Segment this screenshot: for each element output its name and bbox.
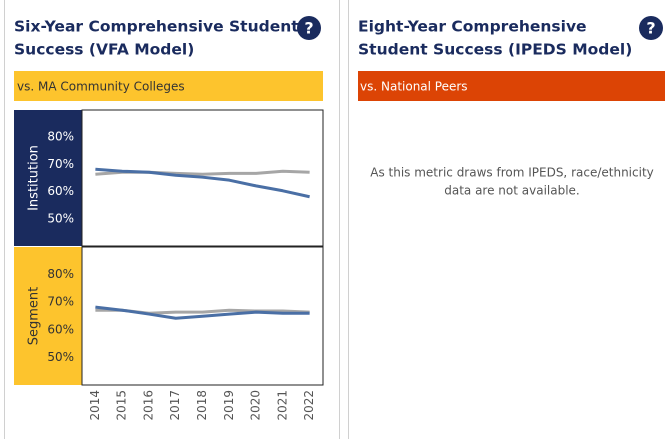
left-title: Success (VFA Model) (14, 41, 194, 59)
message: data are not available. (444, 184, 580, 198)
x-tick-label: 2018 (195, 390, 209, 421)
y-tick-label: 80% (47, 130, 74, 144)
comparison-bar (358, 71, 665, 101)
row-header (14, 247, 82, 385)
y-tick-label: 60% (47, 322, 74, 336)
y-tick-label: 50% (47, 211, 74, 225)
comparison-label: vs. MA Community Colleges (17, 80, 185, 94)
help-icon-text[interactable]: ? (304, 19, 313, 38)
y-tick-label: 80% (47, 267, 74, 281)
y-tick-label: 70% (47, 295, 74, 309)
row-label: Institution (27, 145, 42, 211)
help-icon-text[interactable]: ? (646, 19, 655, 38)
y-tick-label: 60% (47, 184, 74, 198)
x-tick-label: 2021 (275, 390, 289, 421)
y-tick-label: 70% (47, 157, 74, 171)
data-line (95, 305, 310, 320)
data-line (95, 167, 310, 199)
x-tick-label: 2020 (249, 390, 263, 421)
help-icon[interactable] (297, 16, 321, 40)
right-title: Eight-Year Comprehensive (358, 18, 587, 36)
row-header (14, 110, 82, 246)
y-tick-label: 50% (47, 350, 74, 364)
row-label: Segment (27, 287, 42, 346)
comparison-label: vs. National Peers (360, 80, 468, 94)
x-tick-label: 2016 (141, 390, 155, 421)
x-tick-label: 2019 (222, 390, 236, 421)
right-title: Student Success (IPEDS Model) (358, 41, 632, 59)
x-tick-label: 2014 (88, 390, 102, 421)
right-panel (348, 0, 667, 439)
left-title: Six-Year Comprehensive Student (14, 18, 299, 36)
x-tick-label: 2017 (168, 390, 182, 421)
x-tick-label: 2015 (115, 390, 129, 421)
x-tick-label: 2022 (302, 390, 316, 421)
message: As this metric draws from IPEDS, race/et… (370, 166, 654, 180)
help-icon[interactable] (639, 16, 663, 40)
comparison-bar (14, 71, 323, 101)
